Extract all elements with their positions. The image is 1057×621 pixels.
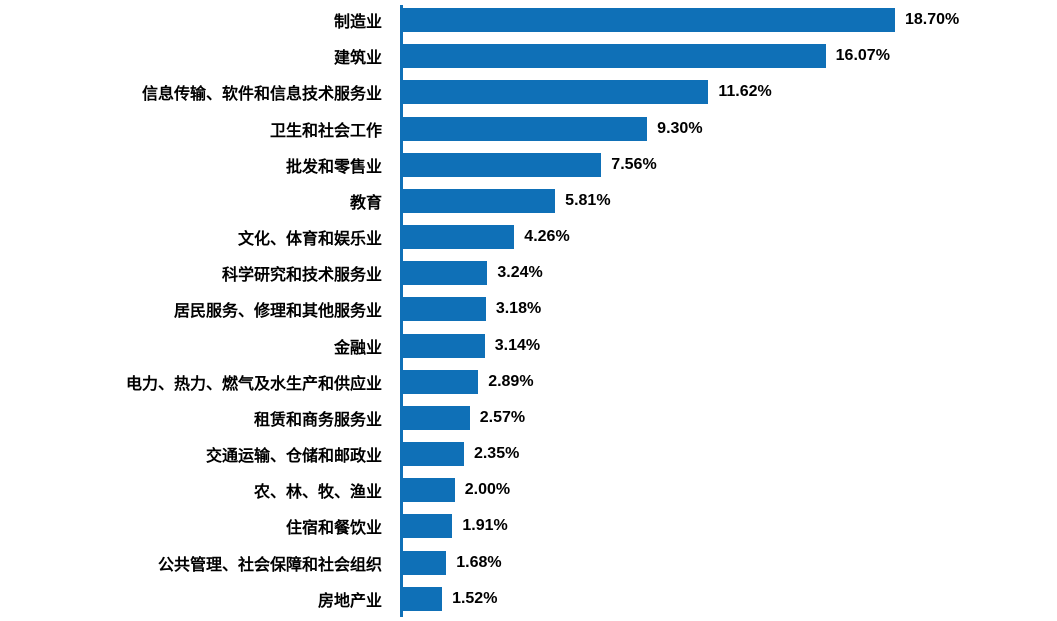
bar xyxy=(402,514,453,539)
category-label: 交通运输、仓储和邮政业 xyxy=(205,448,382,466)
chart-row: 教育 5.81% xyxy=(0,183,1057,219)
bar-area: 7.56% xyxy=(392,147,1057,183)
value-label: 2.89% xyxy=(488,372,534,390)
bar-area: 2.89% xyxy=(392,364,1057,400)
bar-area: 9.30% xyxy=(392,111,1057,147)
value-label: 9.30% xyxy=(657,119,703,137)
bar xyxy=(402,152,602,177)
chart-row: 制造业 18.70% xyxy=(0,2,1057,38)
bar xyxy=(402,333,485,358)
value-label: 7.56% xyxy=(611,155,657,173)
bar-area: 16.07% xyxy=(392,38,1057,74)
chart-row: 交通运输、仓储和邮政业 2.35% xyxy=(0,436,1057,472)
chart-row: 租赁和商务服务业 2.57% xyxy=(0,400,1057,436)
value-label: 11.62% xyxy=(718,83,772,101)
bar-area: 5.81% xyxy=(392,183,1057,219)
category-label: 公共管理、社会保障和社会组织 xyxy=(157,556,382,574)
bar-area: 1.91% xyxy=(392,508,1057,544)
bar xyxy=(402,116,648,141)
bar xyxy=(402,80,709,105)
value-label: 16.07% xyxy=(835,47,890,65)
y-axis-line xyxy=(400,5,403,617)
bar xyxy=(402,369,479,394)
chart-row: 批发和零售业 7.56% xyxy=(0,147,1057,183)
chart-row: 住宿和餐饮业 1.91% xyxy=(0,508,1057,544)
value-label: 1.52% xyxy=(452,589,498,607)
chart-row: 建筑业 16.07% xyxy=(0,38,1057,74)
bar-area: 4.26% xyxy=(392,219,1057,255)
chart-row: 信息传输、软件和信息技术服务业 11.62% xyxy=(0,74,1057,110)
bar xyxy=(402,225,515,250)
category-label: 卫生和社会工作 xyxy=(269,122,382,140)
bar xyxy=(402,261,488,286)
value-label: 2.00% xyxy=(464,481,511,499)
category-label: 批发和零售业 xyxy=(285,158,382,176)
bar-area: 18.70% xyxy=(392,2,1057,38)
category-label: 教育 xyxy=(349,194,382,212)
value-label: 3.14% xyxy=(494,336,541,354)
bar-area: 2.00% xyxy=(392,472,1057,508)
value-label: 1.91% xyxy=(462,517,508,535)
value-label: 5.81% xyxy=(565,191,611,209)
value-label: 2.35% xyxy=(473,445,520,463)
chart-row: 农、林、牧、渔业 2.00% xyxy=(0,472,1057,508)
chart-row: 卫生和社会工作 9.30% xyxy=(0,111,1057,147)
category-label: 建筑业 xyxy=(333,50,382,68)
category-label: 科学研究和技术服务业 xyxy=(221,267,382,285)
category-label: 农、林、牧、渔业 xyxy=(253,484,382,502)
value-label: 3.18% xyxy=(495,300,542,318)
bar-area: 1.52% xyxy=(392,581,1057,617)
category-label: 文化、体育和娱乐业 xyxy=(237,231,382,249)
value-label: 4.26% xyxy=(524,228,570,246)
bar xyxy=(402,550,447,575)
chart-row: 金融业 3.14% xyxy=(0,328,1057,364)
bar-area: 3.14% xyxy=(392,328,1057,364)
bar xyxy=(402,478,455,503)
bar xyxy=(402,188,556,213)
bar xyxy=(402,44,826,69)
category-label: 租赁和商务服务业 xyxy=(253,411,382,429)
bar xyxy=(402,442,464,467)
bar-area: 2.35% xyxy=(392,436,1057,472)
category-label: 住宿和餐饮业 xyxy=(285,520,382,538)
bar xyxy=(402,586,443,611)
value-label: 2.57% xyxy=(479,408,526,426)
category-label: 电力、热力、燃气及水生产和供应业 xyxy=(125,375,382,393)
value-label: 1.68% xyxy=(456,553,502,571)
chart-row: 文化、体育和娱乐业 4.26% xyxy=(0,219,1057,255)
bar xyxy=(402,297,486,322)
value-label: 3.24% xyxy=(497,264,543,282)
category-label: 金融业 xyxy=(333,339,382,357)
bar xyxy=(402,8,895,33)
bar xyxy=(402,405,470,430)
bar-area: 2.57% xyxy=(392,400,1057,436)
chart-row: 科学研究和技术服务业 3.24% xyxy=(0,255,1057,291)
category-label: 制造业 xyxy=(333,14,382,32)
chart-row: 电力、热力、燃气及水生产和供应业 2.89% xyxy=(0,364,1057,400)
chart-row: 公共管理、社会保障和社会组织 1.68% xyxy=(0,545,1057,581)
category-label: 居民服务、修理和其他服务业 xyxy=(173,303,382,321)
bar-area: 1.68% xyxy=(392,545,1057,581)
value-label: 18.70% xyxy=(905,11,960,29)
category-label: 信息传输、软件和信息技术服务业 xyxy=(141,86,382,104)
bar-area: 3.24% xyxy=(392,255,1057,291)
bar-area: 3.18% xyxy=(392,291,1057,327)
chart-row: 居民服务、修理和其他服务业 3.18% xyxy=(0,291,1057,327)
chart-row: 房地产业 1.52% xyxy=(0,581,1057,617)
bar-area: 11.62% xyxy=(392,74,1057,110)
category-label: 房地产业 xyxy=(317,592,382,610)
